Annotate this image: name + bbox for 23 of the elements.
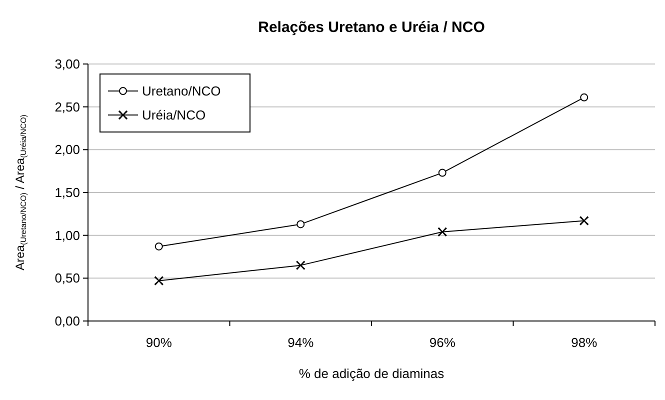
point [438, 227, 447, 237]
point [296, 260, 306, 270]
y-tick-label: 0,00 [54, 314, 80, 329]
point [438, 168, 446, 177]
y-tick-label: 1,50 [54, 185, 80, 200]
x-tick-label: 94% [288, 335, 314, 350]
point [154, 276, 164, 286]
y-tick-label: 3,00 [54, 56, 80, 72]
x-tick-label: 90% [146, 335, 172, 350]
point [580, 216, 589, 226]
y-tick-label: 0,50 [54, 270, 80, 286]
x-tick-label: 96% [429, 335, 456, 350]
chart-title: Relações Uretano e Uréia / NCO [258, 19, 486, 36]
y-tick-label: 1,00 [54, 228, 80, 243]
point [296, 220, 305, 228]
point [580, 93, 588, 102]
legend-label: Uréia/NCO [142, 108, 206, 123]
legend-label: Uretano/NCO [142, 84, 221, 99]
y-tick-label: 2,50 [54, 99, 80, 114]
x-axis-title: % de adição de diaminas [298, 366, 445, 381]
y-tick-label: 2,00 [54, 142, 80, 158]
x-tick-label: 98% [571, 335, 598, 350]
point [154, 242, 163, 250]
